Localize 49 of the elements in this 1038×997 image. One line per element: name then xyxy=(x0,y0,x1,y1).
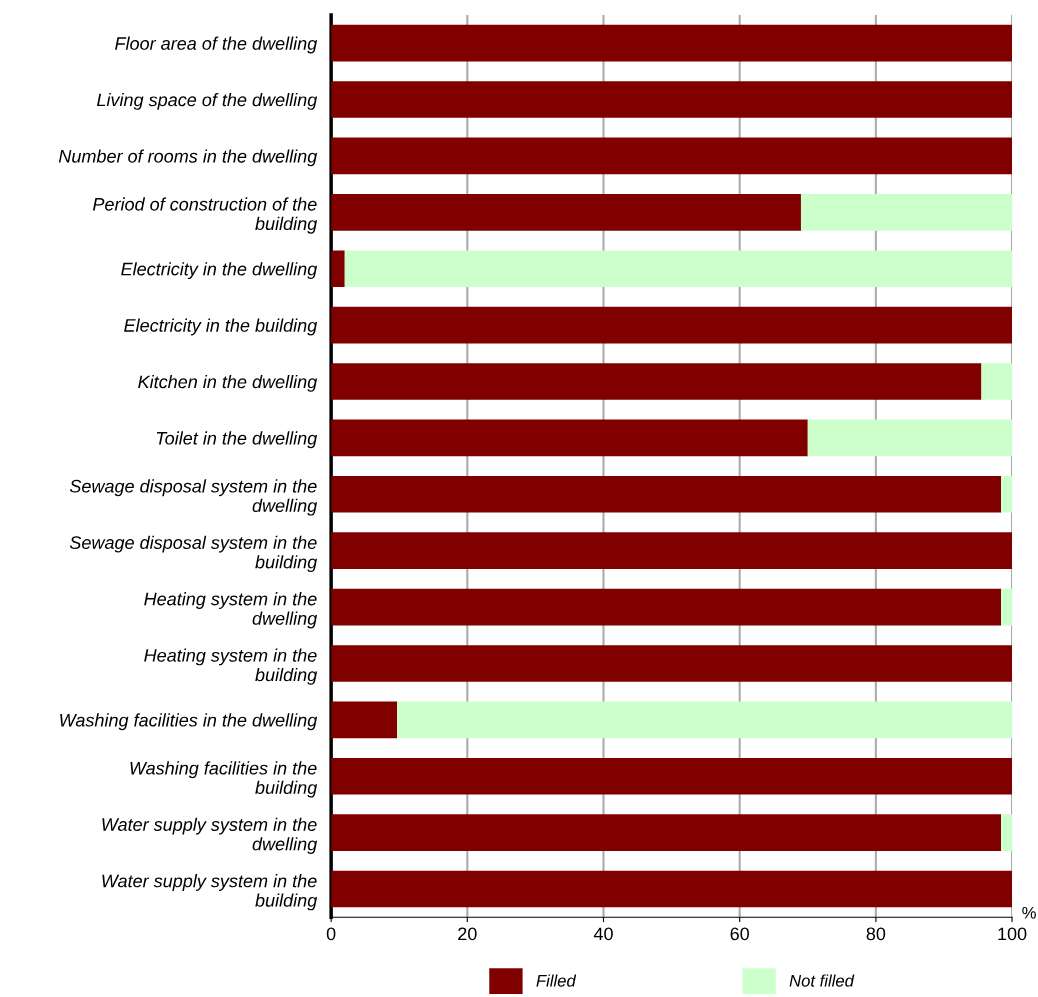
y-tick-label: Number of rooms in the dwelling xyxy=(58,149,318,167)
y-tick-label: Floor area of the dwelling xyxy=(115,36,318,54)
y-tick-label: Kitchen in the dwelling xyxy=(138,374,318,392)
y-tick-label: Washing facilities in the dwelling xyxy=(60,713,318,731)
bar xyxy=(331,588,1002,626)
bar xyxy=(331,24,1013,62)
bar xyxy=(397,701,1013,739)
x-tick-label: 0 xyxy=(326,927,336,941)
x-tick-label: 80 xyxy=(866,927,886,941)
bar xyxy=(331,250,345,288)
bar xyxy=(331,814,1002,851)
y-tick-label: Heating system in the dwelling xyxy=(144,592,318,629)
bar xyxy=(981,363,1013,400)
x-tick-label: 100 xyxy=(998,927,1027,941)
legend-label: Not filled xyxy=(789,974,855,987)
x-axis-title: % xyxy=(1022,906,1036,919)
bar xyxy=(331,194,801,231)
y-tick-label: Water supply system in the dwelling xyxy=(102,817,318,854)
bar xyxy=(344,250,1013,288)
x-tick-label: 20 xyxy=(458,927,477,941)
bar xyxy=(331,645,1013,682)
bar xyxy=(807,419,1013,457)
bar xyxy=(331,306,1013,344)
y-tick-label: Heating system in the building xyxy=(144,648,318,685)
y-tick-label: Period of construction of the building xyxy=(92,197,318,234)
y-tick-label: Electricity in the dwelling xyxy=(121,262,318,280)
bar xyxy=(331,419,808,457)
bar xyxy=(1001,475,1013,513)
bar xyxy=(331,532,1013,570)
bar xyxy=(800,194,1013,231)
bar xyxy=(1001,588,1013,626)
y-tick-label: Sewage disposal system in the building xyxy=(69,535,318,573)
bar xyxy=(331,757,1013,795)
y-tick-label: Living space of the dwelling xyxy=(96,93,318,110)
y-tick-label: Sewage disposal system in the dwelling xyxy=(69,479,318,516)
bar xyxy=(331,870,1013,908)
bar xyxy=(331,137,1013,175)
bar xyxy=(1001,814,1013,851)
x-tick-label: 40 xyxy=(593,927,613,941)
bar xyxy=(331,475,1002,513)
y-tick-label: Electricity in the building xyxy=(124,318,318,336)
bar xyxy=(331,81,1013,118)
bar xyxy=(331,363,982,400)
legend-label: Filled xyxy=(536,974,577,987)
y-tick-label: Washing facilities in the building xyxy=(130,761,318,798)
x-tick-label: 60 xyxy=(730,927,750,941)
bar xyxy=(331,701,398,739)
y-tick-label: Water supply system in the building xyxy=(102,874,318,911)
y-tick-label: Toilet in the dwelling xyxy=(156,431,318,449)
